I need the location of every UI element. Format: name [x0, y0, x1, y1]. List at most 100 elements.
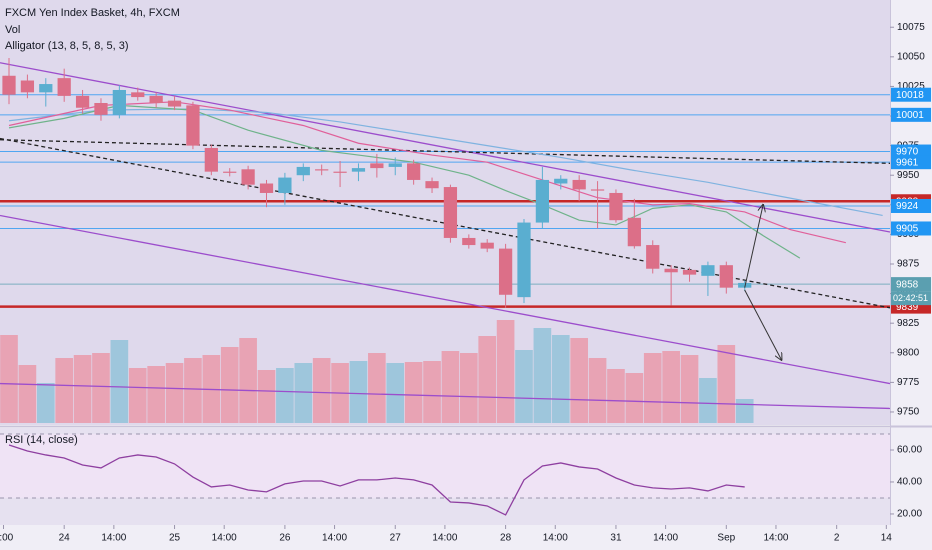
labels: FXCM Yen Index Basket, 4h, FXCM Vol Alli… [5, 7, 180, 446]
candle-body [646, 245, 660, 269]
x-tick-label: 14:00 [432, 533, 457, 544]
trend-line [0, 382, 890, 410]
volume-bar [588, 358, 607, 423]
volume-bar [257, 370, 276, 423]
y-tick-label: 10050 [897, 51, 925, 62]
candle-body [738, 282, 752, 288]
rsi-tick-label: 60.00 [897, 445, 922, 456]
volume-bar [368, 353, 386, 423]
volume-bar [55, 358, 74, 423]
indicator-label: Vol [5, 24, 20, 36]
volume-bar [662, 351, 680, 423]
volume-bar [496, 320, 515, 423]
price-tag [891, 277, 931, 292]
candle-body [94, 102, 108, 115]
candle-body [241, 169, 255, 185]
x-tick-label: 26 [279, 533, 291, 544]
candle-body [204, 147, 218, 172]
candle-body [554, 178, 568, 184]
price-tag-label: 9858 [896, 279, 919, 290]
x-tick-label: 14 [881, 533, 893, 544]
volume-bar [423, 361, 441, 423]
price-tag-label: 9905 [896, 224, 919, 235]
trend-line [0, 62, 890, 233]
candle-body [590, 189, 605, 191]
volume-bar [680, 355, 699, 423]
volume-bar [717, 345, 736, 423]
volume-bar [533, 328, 552, 423]
x-tick-label: Sep [717, 533, 735, 544]
main-plot [0, 58, 890, 423]
candle-body [351, 168, 366, 172]
x-tick-label: 25 [169, 533, 181, 544]
trend-line [0, 137, 890, 309]
volume-bar [239, 338, 257, 423]
indicator-label: Alligator (13, 8, 5, 8, 5, 3) [5, 40, 129, 52]
time-axis [0, 525, 890, 550]
price-tag [891, 107, 931, 122]
chart-title: FXCM Yen Index Basket, 4h, FXCM [5, 7, 180, 19]
volume-bar [570, 338, 588, 423]
x-tick-label: 28 [500, 533, 512, 544]
candle-body [609, 192, 623, 221]
y-tick-label: 9825 [897, 318, 920, 329]
alligator-line [8, 104, 801, 259]
countdown-tag [891, 291, 931, 306]
candle-body [572, 179, 586, 190]
volume-bar [36, 383, 55, 423]
price-tag [891, 155, 931, 170]
volume-bar [312, 358, 331, 423]
price-tag-label: 9961 [896, 157, 919, 168]
rsi-line [8, 444, 745, 516]
candle-body [480, 242, 494, 249]
x-tick-label: 2 [834, 533, 840, 544]
candle-body [701, 265, 715, 276]
volume-bar [276, 368, 294, 423]
candle-body [535, 179, 550, 223]
x-tick-label: 14:00 [322, 533, 347, 544]
y-tick-label: 10025 [897, 81, 925, 92]
x-tick-label: 14:00 [101, 533, 126, 544]
rsi-title: RSI (14, close) [5, 434, 78, 446]
price-tag [891, 198, 931, 213]
rsi-tick-label: 20.00 [897, 509, 922, 520]
volume-bar [18, 365, 37, 423]
candle-body [462, 237, 476, 246]
x-tick-label: 14:00 [763, 533, 788, 544]
candle-body [388, 163, 402, 167]
candle-body [407, 163, 421, 180]
volume-bar [459, 353, 478, 423]
candle-body [149, 95, 163, 103]
volume-bar [92, 353, 110, 423]
candle-body [131, 92, 145, 98]
volume-bar [220, 347, 239, 423]
volume-bar [184, 358, 202, 423]
volume-bar [349, 361, 368, 423]
candle-body [719, 265, 733, 288]
x-tick-label: 27 [390, 533, 402, 544]
axes: 1007510050100251000099759950992599009875… [0, 22, 931, 544]
arrow [744, 205, 763, 288]
candle-body [425, 181, 439, 189]
volume-bar [0, 335, 18, 423]
volume-bar [147, 366, 165, 423]
volume-bar [625, 373, 644, 423]
candle-body [517, 222, 531, 298]
trend-line [0, 139, 890, 165]
candle-body [2, 75, 16, 95]
rsi-plot [0, 433, 890, 516]
x-tick-label: 14:00 [653, 533, 678, 544]
volume-bar [735, 399, 754, 423]
candle-body [278, 177, 292, 193]
volume-bar [478, 336, 497, 423]
candle-body [223, 171, 237, 173]
volume-bar [607, 369, 625, 423]
price-tag [891, 221, 931, 236]
x-tick-label: 14:00 [543, 533, 568, 544]
rsi-tick-label: 40.00 [897, 477, 922, 488]
volume-bar [128, 368, 147, 423]
volume-bar [165, 363, 184, 423]
y-tick-label: 10075 [897, 22, 925, 33]
rsi-band [0, 433, 890, 498]
candle-body [167, 100, 182, 107]
